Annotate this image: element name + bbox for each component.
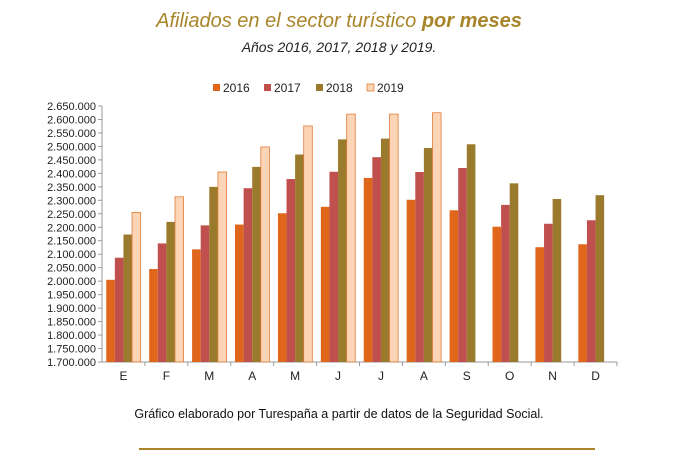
bar-2016-4 xyxy=(277,213,287,362)
x-tick-label: O xyxy=(505,369,514,383)
bottom-rule xyxy=(139,448,595,450)
x-tick-label: N xyxy=(548,369,557,383)
bar-2017-0 xyxy=(114,257,124,362)
bar-2019-4 xyxy=(303,125,313,363)
bar-2017-5 xyxy=(329,171,339,362)
y-tick-label: 2.400.000 xyxy=(47,168,96,180)
bar-2018-6 xyxy=(380,138,390,362)
x-tick-label: J xyxy=(378,369,384,383)
x-tick-label: J xyxy=(335,369,341,383)
y-tick-label: 2.300.000 xyxy=(47,195,96,207)
y-tick-label: 2.050.000 xyxy=(47,263,96,275)
bar-2019-5 xyxy=(346,113,356,363)
y-tick-label: 2.450.000 xyxy=(47,155,96,167)
chart-title-main: Afiliados en el sector turístico xyxy=(156,10,417,32)
bar-2017-7 xyxy=(415,172,424,362)
bar-2017-9 xyxy=(501,204,510,362)
legend-swatch-2019 xyxy=(366,83,375,92)
bar-2019-6 xyxy=(389,113,399,363)
bar-2019-7 xyxy=(432,112,442,363)
y-tick-label: 1.850.000 xyxy=(47,317,96,329)
y-tick-label: 1.750.000 xyxy=(47,344,96,356)
bar-2019-3 xyxy=(260,146,270,363)
bar-2016-3 xyxy=(235,224,244,362)
bar-2018-3 xyxy=(252,166,261,362)
bar-2019-1 xyxy=(174,196,184,363)
bar-2019-2 xyxy=(217,171,227,363)
y-tick-label: 2.650.000 xyxy=(47,101,96,113)
bar-2018-0 xyxy=(123,234,133,362)
legend-swatch-2017 xyxy=(264,84,271,91)
bar-2016-0 xyxy=(106,279,115,362)
x-tick-label: M xyxy=(204,369,214,383)
legend-label-2019: 2019 xyxy=(377,81,404,95)
bar-2018-7 xyxy=(423,148,433,362)
x-tick-label: S xyxy=(463,369,471,383)
source-note: Gráfico elaborado por Turespaña a partir… xyxy=(134,407,544,421)
legend-label-2018: 2018 xyxy=(326,81,353,95)
bar-2018-10 xyxy=(552,198,562,362)
y-tick-label: 2.200.000 xyxy=(47,222,96,234)
y-tick-label: 2.500.000 xyxy=(47,141,96,153)
bar-2018-11 xyxy=(595,195,605,362)
y-tick-label: 2.600.000 xyxy=(47,114,96,126)
legend-label-2017: 2017 xyxy=(274,81,301,95)
bar-2018-5 xyxy=(338,139,347,362)
x-tick-label: A xyxy=(248,369,256,383)
legend-label-2016: 2016 xyxy=(223,81,250,95)
bar-2016-6 xyxy=(363,177,373,362)
bar-2017-3 xyxy=(243,188,253,362)
y-tick-label: 1.700.000 xyxy=(47,357,96,369)
y-tick-label: 1.800.000 xyxy=(47,330,96,342)
bar-2016-7 xyxy=(406,199,416,362)
bar-2017-11 xyxy=(586,220,596,362)
x-tick-label: M xyxy=(290,369,300,383)
x-tick-label: A xyxy=(420,369,428,383)
legend-swatch-2016 xyxy=(213,84,220,91)
bar-2018-2 xyxy=(209,186,218,362)
x-tick-label: D xyxy=(591,369,600,383)
bar-2016-5 xyxy=(320,206,330,362)
y-tick-label: 2.150.000 xyxy=(47,236,96,248)
bar-2017-1 xyxy=(157,243,167,362)
bar-2016-1 xyxy=(149,269,158,362)
chart-title: Afiliados en el sector turístico por mes… xyxy=(0,10,678,33)
y-tick-label: 2.350.000 xyxy=(47,182,96,194)
legend-swatch-2018 xyxy=(316,84,323,91)
bar-2019-0 xyxy=(131,212,142,363)
bar-2017-2 xyxy=(200,225,210,362)
bar-2017-4 xyxy=(286,179,296,362)
y-tick-label: 2.250.000 xyxy=(47,209,96,221)
bar-2018-8 xyxy=(466,144,476,362)
chart-title-bold: por meses xyxy=(421,10,522,32)
bar-2016-10 xyxy=(535,247,545,362)
bar-2018-9 xyxy=(509,183,519,362)
y-tick-label: 1.950.000 xyxy=(47,290,96,302)
x-tick-label: E xyxy=(119,369,127,383)
bar-2016-2 xyxy=(192,249,201,362)
bar-2018-1 xyxy=(166,221,175,362)
x-tick-label: F xyxy=(163,369,170,383)
y-tick-label: 2.100.000 xyxy=(47,249,96,261)
bar-2016-8 xyxy=(449,210,459,362)
y-tick-label: 2.000.000 xyxy=(47,276,96,288)
chart-subtitle: Años 2016, 2017, 2018 y 2019. xyxy=(241,39,437,55)
bar-2017-8 xyxy=(458,167,467,362)
y-tick-label: 1.900.000 xyxy=(47,303,96,315)
bar-2016-11 xyxy=(578,244,587,362)
bar-2016-9 xyxy=(492,226,502,362)
y-tick-label: 2.550.000 xyxy=(47,128,96,140)
bar-2017-6 xyxy=(372,157,381,362)
bar-2017-10 xyxy=(544,223,553,362)
bar-2018-4 xyxy=(295,154,304,362)
